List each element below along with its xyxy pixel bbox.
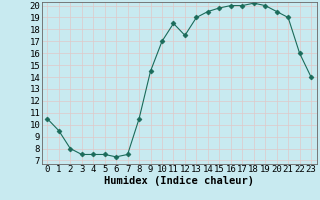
X-axis label: Humidex (Indice chaleur): Humidex (Indice chaleur) xyxy=(104,176,254,186)
